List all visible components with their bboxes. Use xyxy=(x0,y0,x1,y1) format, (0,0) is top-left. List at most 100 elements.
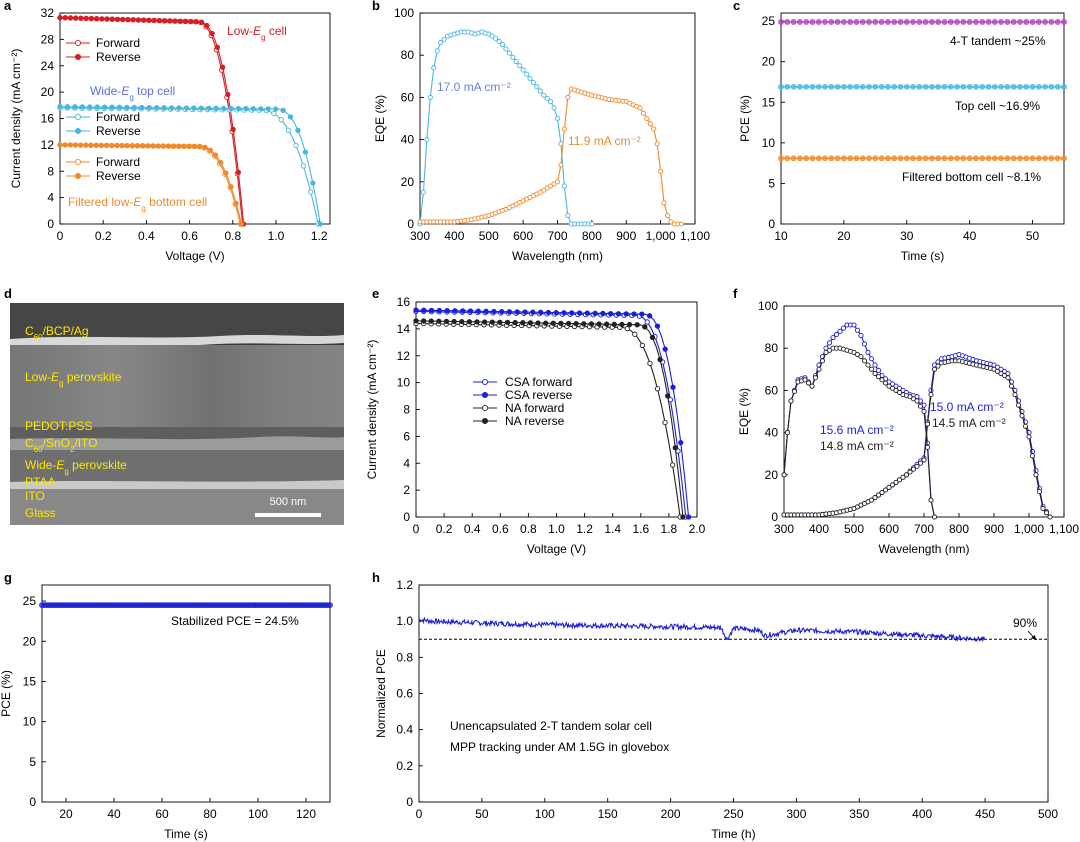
series-point xyxy=(176,143,182,149)
series-point xyxy=(822,83,828,90)
series-point xyxy=(866,19,872,25)
series-point xyxy=(565,213,571,219)
series-point xyxy=(1010,83,1017,90)
series-point xyxy=(534,84,540,90)
series-point xyxy=(805,380,812,386)
series-point xyxy=(910,466,917,472)
series-point xyxy=(924,444,931,450)
legend-label: Reverse xyxy=(96,124,141,138)
series-point xyxy=(146,104,152,111)
series-point xyxy=(530,309,536,315)
series-point xyxy=(467,308,474,314)
legend-title-symbol: E xyxy=(133,195,142,209)
series-point xyxy=(119,142,125,149)
series-point xyxy=(790,19,797,25)
series-point xyxy=(558,162,564,168)
annotation-stabilized-pce: Stabilized PCE = 24.5% xyxy=(171,614,299,628)
series-point xyxy=(1048,83,1055,90)
sem-label-ito: ITO xyxy=(25,489,45,503)
series-point xyxy=(94,104,100,110)
series-point xyxy=(875,374,882,380)
series-point xyxy=(503,46,509,52)
series-point xyxy=(235,105,242,112)
series-point xyxy=(522,309,528,315)
panel-label-d: d xyxy=(4,286,12,301)
annotation-conditions: MPP tracking under AM 1.5G in glovebox xyxy=(450,740,669,754)
legend-title-suffix: top cell xyxy=(134,84,175,98)
x-tick-label: 40 xyxy=(107,807,121,821)
series-point xyxy=(186,143,193,150)
series-point xyxy=(561,310,567,316)
panel-e: e 0 0.2 0.4 0.6 0.8 1.0 1.2 1.4 1.6 1.8 2.0 0 2 4 6 8 10 1… xyxy=(365,286,706,556)
x-tick-label: 700 xyxy=(547,229,567,243)
series-point xyxy=(917,403,924,409)
series-point xyxy=(921,457,927,463)
legend-marker xyxy=(74,39,82,47)
series-point xyxy=(427,94,433,100)
legend-title-symbol: E xyxy=(121,84,130,98)
sem-label-ptaa: PTAA xyxy=(25,475,55,489)
y-tick-label: 0.2 xyxy=(396,759,413,773)
sem-label-text: C xyxy=(25,436,34,450)
series-point xyxy=(166,143,172,149)
series-csa-top xyxy=(781,322,938,520)
sem-label-subscript: 2 xyxy=(70,445,75,454)
legend-marker xyxy=(481,391,489,399)
series-point xyxy=(94,16,100,22)
y-tick-label: 0 xyxy=(47,217,54,231)
series-point xyxy=(1042,83,1049,90)
series-point xyxy=(204,22,210,29)
series-point xyxy=(141,17,147,23)
series-point xyxy=(910,155,916,162)
series-point xyxy=(161,105,167,111)
series-point xyxy=(543,320,549,326)
series-mpp-tracking xyxy=(418,616,985,643)
y-tick-label: 8 xyxy=(403,403,410,417)
series-point xyxy=(506,50,512,56)
series-point xyxy=(662,346,668,352)
series-point xyxy=(436,318,442,324)
panel-label-h: h xyxy=(372,570,380,585)
series-point xyxy=(1029,83,1036,90)
series-point xyxy=(139,104,145,111)
y-tick-label: 0.4 xyxy=(396,723,413,737)
series-point xyxy=(219,64,226,70)
x-tick-label: 900 xyxy=(984,522,1004,536)
y-tick-label: 100 xyxy=(758,299,778,313)
y-tick-label: 40 xyxy=(765,426,779,440)
series-point xyxy=(1017,19,1023,25)
series-point xyxy=(891,83,898,90)
series-point xyxy=(308,189,314,195)
sem-interconnect xyxy=(10,436,344,450)
series-point xyxy=(1036,489,1043,495)
series-point xyxy=(451,318,457,325)
series-point xyxy=(223,170,229,176)
series-point xyxy=(859,83,866,90)
y-tick-label: 15 xyxy=(23,674,37,688)
x-tick-label: 100 xyxy=(248,807,268,821)
y-tick-label: 20 xyxy=(41,85,55,99)
y-tick-label: 0 xyxy=(29,795,36,809)
series-point xyxy=(287,114,294,120)
x-tick-label: 10 xyxy=(774,229,788,243)
series-point xyxy=(922,83,929,90)
legend-title-subscript: g xyxy=(141,204,145,213)
series-point xyxy=(654,386,661,392)
series-point xyxy=(124,104,130,111)
series-point xyxy=(178,18,184,24)
series-point xyxy=(62,142,68,148)
series-csa-reverse xyxy=(413,307,692,520)
plot-frame-c xyxy=(780,12,1065,225)
series-point xyxy=(1010,19,1017,25)
series-point xyxy=(882,380,889,386)
series-point xyxy=(116,104,123,110)
series-point xyxy=(588,321,595,327)
series-point xyxy=(853,83,860,90)
x-tick-label: 0.2 xyxy=(95,229,112,243)
series-point xyxy=(278,117,284,123)
series-point xyxy=(1023,155,1030,162)
series-point xyxy=(954,155,960,162)
series-point xyxy=(834,155,841,162)
series-point xyxy=(104,16,110,22)
series-point xyxy=(209,30,215,37)
